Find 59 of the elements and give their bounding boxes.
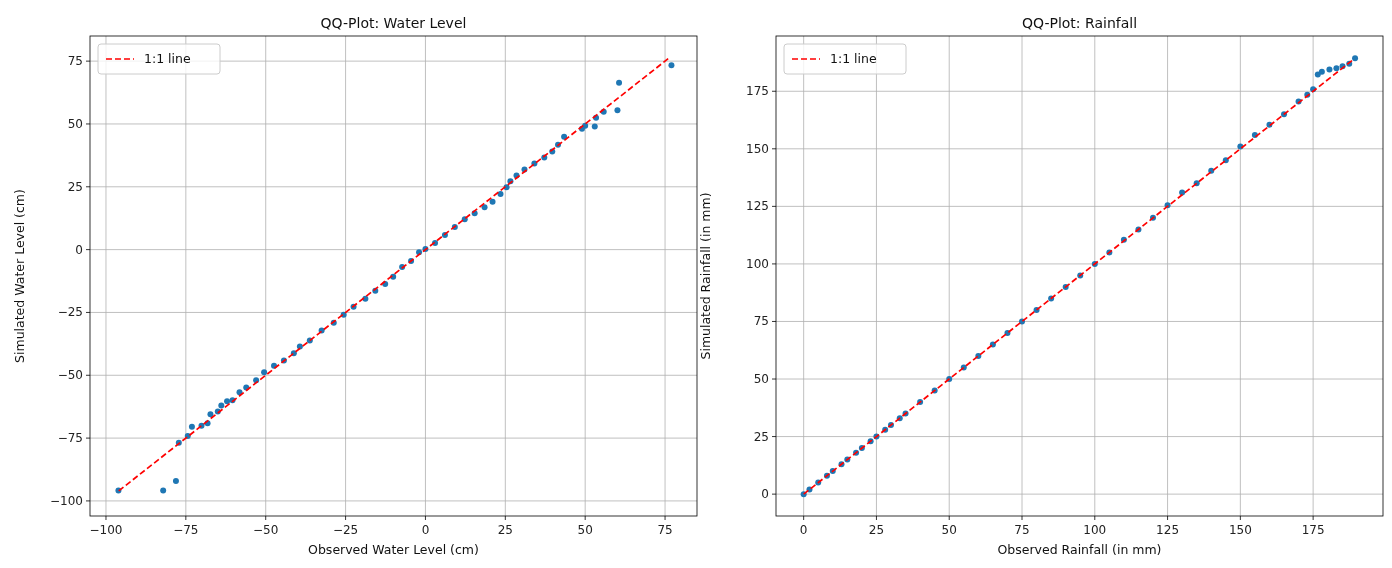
- y-tick-label: 150: [746, 141, 769, 156]
- y-tick-label: −50: [57, 368, 83, 383]
- x-tick-label: 75: [1014, 523, 1030, 537]
- y-tick-label: 125: [746, 199, 769, 214]
- legend-label: 1:1 line: [830, 51, 877, 66]
- x-tick-label: 175: [1301, 523, 1325, 537]
- y-tick-label: −25: [57, 305, 83, 320]
- y-axis-title: Simulated Water Level (cm): [12, 189, 27, 363]
- point: [172, 478, 179, 485]
- point: [561, 133, 568, 140]
- point: [1326, 66, 1333, 73]
- y-tick-label: −75: [57, 431, 83, 446]
- point: [616, 79, 623, 86]
- legend-label: 1:1 line: [144, 51, 191, 66]
- point: [1352, 55, 1359, 62]
- point: [582, 122, 589, 129]
- point: [614, 107, 621, 114]
- chart-title: QQ-Plot: Rainfall: [1021, 15, 1138, 31]
- x-tick-label: 0: [421, 523, 430, 537]
- x-axis-title: Observed Water Level (cm): [308, 542, 479, 557]
- point: [261, 369, 268, 376]
- point: [207, 411, 214, 418]
- point: [188, 423, 195, 430]
- y-tick-label: −100: [50, 493, 83, 508]
- y-tick-label: 25: [753, 429, 769, 444]
- y-tick-label: 75: [753, 314, 769, 329]
- y-tick-label: 50: [67, 116, 83, 131]
- x-tick-label: −25: [332, 523, 359, 537]
- point: [218, 402, 225, 409]
- y-tick-label: 175: [746, 84, 769, 99]
- x-tick-label: −75: [173, 523, 199, 537]
- point: [489, 198, 496, 205]
- x-tick-label: 0: [799, 523, 808, 537]
- y-tick-label: 75: [67, 54, 83, 69]
- point: [160, 487, 167, 494]
- point: [668, 62, 675, 69]
- x-tick-label: 125: [1156, 523, 1180, 537]
- x-tick-label: 150: [1228, 523, 1252, 537]
- y-tick-label: 50: [753, 372, 769, 387]
- y-tick-label: 0: [761, 487, 769, 502]
- x-tick-label: −100: [89, 523, 123, 537]
- point: [224, 398, 231, 405]
- y-tick-label: 25: [67, 179, 83, 194]
- x-tick-label: 25: [868, 523, 885, 537]
- x-tick-label: −50: [253, 523, 279, 537]
- y-tick-label: 0: [75, 242, 83, 257]
- chart-title: QQ-Plot: Water Level: [320, 15, 467, 31]
- point: [591, 123, 598, 130]
- x-tick-label: 50: [577, 523, 593, 537]
- x-axis-title: Observed Rainfall (in mm): [997, 542, 1162, 557]
- x-tick-label: 25: [497, 523, 513, 537]
- y-tick-label: 100: [746, 256, 769, 271]
- x-tick-label: 50: [941, 523, 957, 537]
- y-axis-title: Simulated Rainfall (in mm): [698, 192, 713, 360]
- x-tick-label: 100: [1083, 523, 1107, 537]
- point: [481, 204, 488, 211]
- x-tick-label: 75: [657, 523, 673, 537]
- point: [1318, 68, 1325, 75]
- point: [1333, 65, 1340, 72]
